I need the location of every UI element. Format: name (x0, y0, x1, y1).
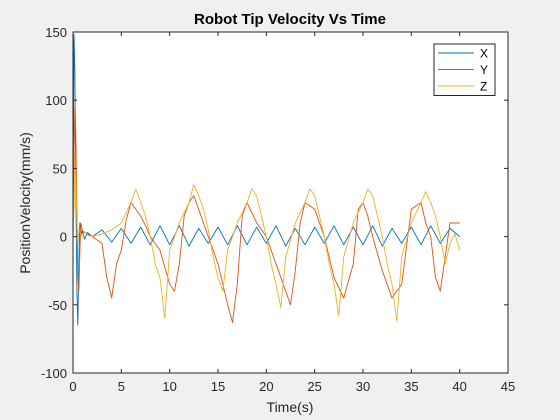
x-tick-label: 45 (501, 379, 515, 394)
legend-label-x: X (480, 47, 488, 61)
legend: XYZ (433, 43, 496, 96)
y-axis: -100 -50 0 50 100 150 (41, 25, 508, 381)
x-tick-label: 10 (162, 379, 176, 394)
series-line-x (72, 34, 460, 326)
x-tick-label: 20 (259, 379, 273, 394)
x-tick-label: 35 (404, 379, 418, 394)
y-tick-label: 150 (45, 25, 67, 40)
legend-label-z: Z (480, 80, 487, 94)
chart-title: Robot Tip Velocity Vs Time (194, 11, 386, 28)
y-tick-label: 0 (60, 230, 67, 245)
series-layer (72, 34, 461, 326)
x-tick-label: 5 (118, 379, 125, 394)
x-tick-label: 25 (307, 379, 321, 394)
series-line-y (72, 106, 460, 323)
x-axis-label: Time(s) (267, 399, 314, 415)
y-tick-label: 50 (53, 161, 67, 176)
x-tick-label: 30 (356, 379, 370, 394)
y-tick-label: 100 (45, 93, 67, 108)
x-tick-label: 40 (452, 379, 466, 394)
x-tick-label: 15 (211, 379, 225, 394)
x-axis: 0 5 10 15 20 25 30 35 40 45 (69, 32, 515, 394)
y-tick-label: -100 (41, 366, 67, 381)
legend-label-y: Y (480, 63, 488, 77)
x-tick-label: 0 (69, 379, 76, 394)
y-tick-label: -50 (48, 298, 67, 313)
plot-frame (72, 31, 509, 374)
series-line-z (72, 154, 461, 322)
y-axis-label: PositionVelocity(mm/s) (17, 132, 33, 274)
